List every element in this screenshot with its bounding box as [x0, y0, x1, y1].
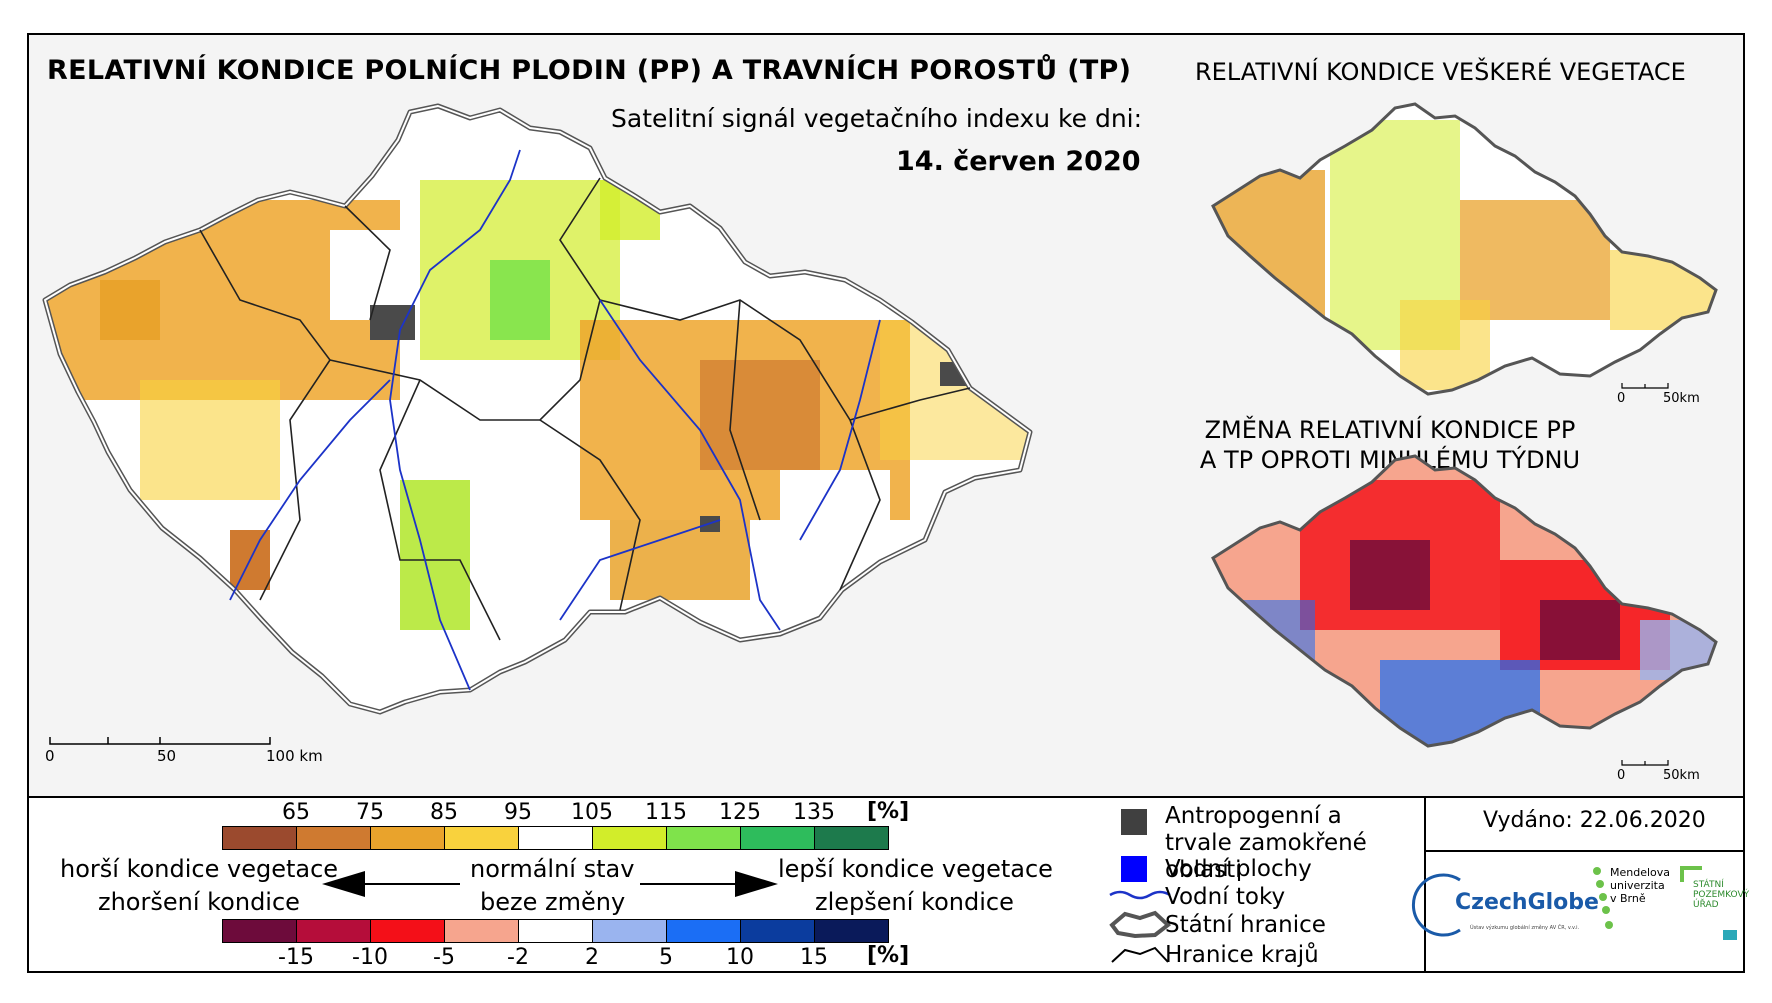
normal-condition-label: normální stav [470, 855, 635, 883]
page-title: RELATIVNÍ KONDICE POLNÍCH PLODIN (PP) A … [47, 55, 1132, 86]
main-scale-100: 100 km [266, 747, 323, 765]
change-tick-label: 2 [585, 945, 599, 970]
condition-tick-label: 65 [282, 800, 310, 825]
change-tick-label: 15 [800, 945, 828, 970]
legend-state-border-label: Státní hranice [1165, 912, 1326, 938]
condition-tick-label: 115 [645, 800, 687, 825]
region-border-icon [1111, 946, 1169, 963]
main-scale-bar [49, 737, 271, 745]
side-2-scale-0: 0 [1617, 768, 1626, 783]
mendelu-logo-icon [1593, 867, 1613, 929]
change-tick-label: -5 [433, 945, 455, 970]
main-map-fill [45, 106, 1030, 712]
condition-swatch [814, 826, 889, 850]
map-subtitle: Satelitní signál vegetačního indexu ke d… [611, 104, 1143, 133]
issued-divider [1424, 850, 1745, 852]
change-tick-label: 10 [726, 945, 754, 970]
condition-tick-label: 85 [430, 800, 458, 825]
change-tick-label: -2 [507, 945, 529, 970]
worse-arrow [322, 871, 460, 897]
worse-condition-label: horší kondice vegetace [60, 855, 339, 883]
change-unit: [%] [867, 943, 910, 968]
spu-logo-text: STÁTNÍ POZEMKOVÝ ÚŘAD [1693, 880, 1750, 910]
change-swatch [370, 919, 445, 943]
spu-logo-icon [1680, 866, 1737, 940]
condition-tick-label: 125 [719, 800, 761, 825]
condition-swatch [592, 826, 667, 850]
change-swatch [518, 919, 593, 943]
condition-swatch [222, 826, 297, 850]
blue-square-icon [1121, 856, 1147, 882]
issued-date: Vydáno: 22.06.2020 [1483, 808, 1706, 833]
change-swatch [814, 919, 889, 943]
condition-swatch [518, 826, 593, 850]
change-swatch [444, 919, 519, 943]
river-line-icon [1109, 890, 1171, 900]
legend-band [27, 796, 1745, 973]
region-borders [199, 177, 971, 641]
condition-swatch [740, 826, 815, 850]
czechglobe-logo-text: CzechGlobe [1455, 890, 1599, 915]
change-swatch [666, 919, 741, 943]
condition-tick-label: 75 [356, 800, 384, 825]
normal-change-label: beze změny [480, 888, 626, 916]
side-2-scale-50: 50km [1663, 768, 1700, 783]
gray-square-icon [1121, 809, 1147, 835]
legend-water-bodies-label: Vodní plochy [1165, 856, 1312, 882]
side-map-2-fill [1213, 456, 1716, 746]
condition-tick-label: 95 [504, 800, 532, 825]
condition-swatch [666, 826, 741, 850]
change-swatch [592, 919, 667, 943]
side-scale-bar-1 [1621, 383, 1669, 389]
better-change-label: zlepšení kondice [815, 888, 1014, 916]
map-date: 14. červen 2020 [896, 146, 1141, 177]
side-1-scale-50: 50km [1663, 391, 1700, 406]
change-swatch [222, 919, 297, 943]
change-swatch [740, 919, 815, 943]
mendelu-logo-text: Mendelova univerzita v Brně [1610, 866, 1671, 905]
side-map-1-border [1211, 102, 1718, 396]
condition-tick-label: 135 [793, 800, 835, 825]
condition-swatch [370, 826, 445, 850]
czechglobe-logo-subtitle: Ústav výzkumu globální změny AV ČR, v.v.… [1470, 925, 1580, 931]
legend-anthropogenic-label: Antropogenní a trvale zamokřené oblasti [1165, 803, 1367, 883]
condition-tick-label: 105 [571, 800, 613, 825]
czechglobe-logo-icon [1411, 873, 1461, 937]
condition-swatch [444, 826, 519, 850]
side-scale-bar-2 [1621, 760, 1669, 766]
legend-rivers-label: Vodní toky [1165, 884, 1286, 910]
main-scale-0: 0 [45, 747, 55, 765]
legend-divider [1424, 796, 1426, 973]
state-border-icon [1109, 910, 1172, 939]
condition-unit: [%] [867, 799, 910, 824]
side-map-1-fill [1213, 104, 1716, 394]
side-map-2-border [1211, 454, 1718, 748]
legend-region-border-label: Hranice krajů [1165, 942, 1319, 968]
worse-change-label: zhoršení kondice [98, 888, 300, 916]
change-tick-label: -15 [278, 945, 314, 970]
side-map-1-title: RELATIVNÍ KONDICE VEŠKERÉ VEGETACE [1195, 58, 1686, 86]
better-arrow [640, 871, 778, 897]
change-tick-label: -10 [352, 945, 388, 970]
better-condition-label: lepší kondice vegetace [778, 855, 1053, 883]
main-scale-50: 50 [157, 747, 177, 765]
condition-swatch [296, 826, 371, 850]
rivers [229, 149, 881, 691]
change-swatch [296, 919, 371, 943]
side-1-scale-0: 0 [1617, 391, 1626, 406]
change-tick-label: 5 [659, 945, 673, 970]
